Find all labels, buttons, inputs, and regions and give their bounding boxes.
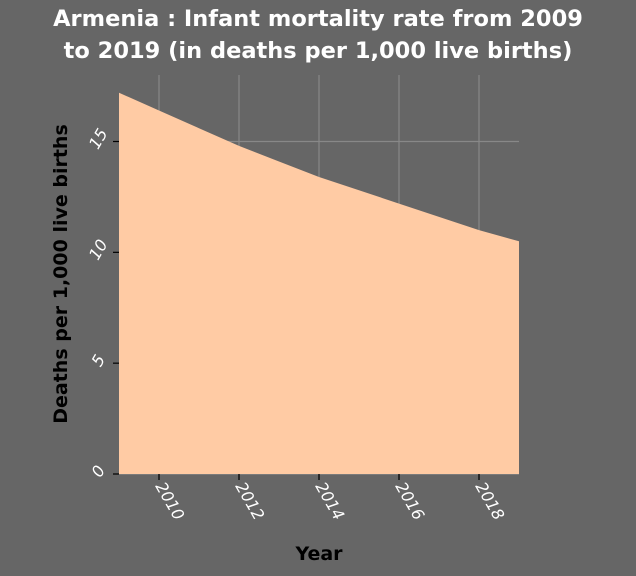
x-tick-label: 2016	[392, 479, 429, 524]
y-tick-label: 0	[87, 462, 109, 480]
x-tick-label: 2018	[472, 479, 509, 524]
y-tick-label: 5	[87, 351, 109, 369]
chart-title-line-1: Armenia : Infant mortality rate from 200…	[53, 6, 583, 32]
chart-title-line-2: to 2019 (in deaths per 1,000 live births…	[64, 38, 573, 64]
x-tick-label: 2010	[152, 479, 189, 524]
y-tick-label: 15	[85, 125, 112, 152]
x-tick-label: 2012	[232, 479, 269, 524]
x-axis-label: Year	[294, 543, 343, 565]
y-axis-label: Deaths per 1,000 live births	[50, 124, 72, 424]
area-series	[119, 92, 519, 474]
x-tick-label: 2014	[312, 479, 349, 524]
plot-area	[118, 75, 520, 475]
y-tick-label: 10	[85, 236, 112, 263]
